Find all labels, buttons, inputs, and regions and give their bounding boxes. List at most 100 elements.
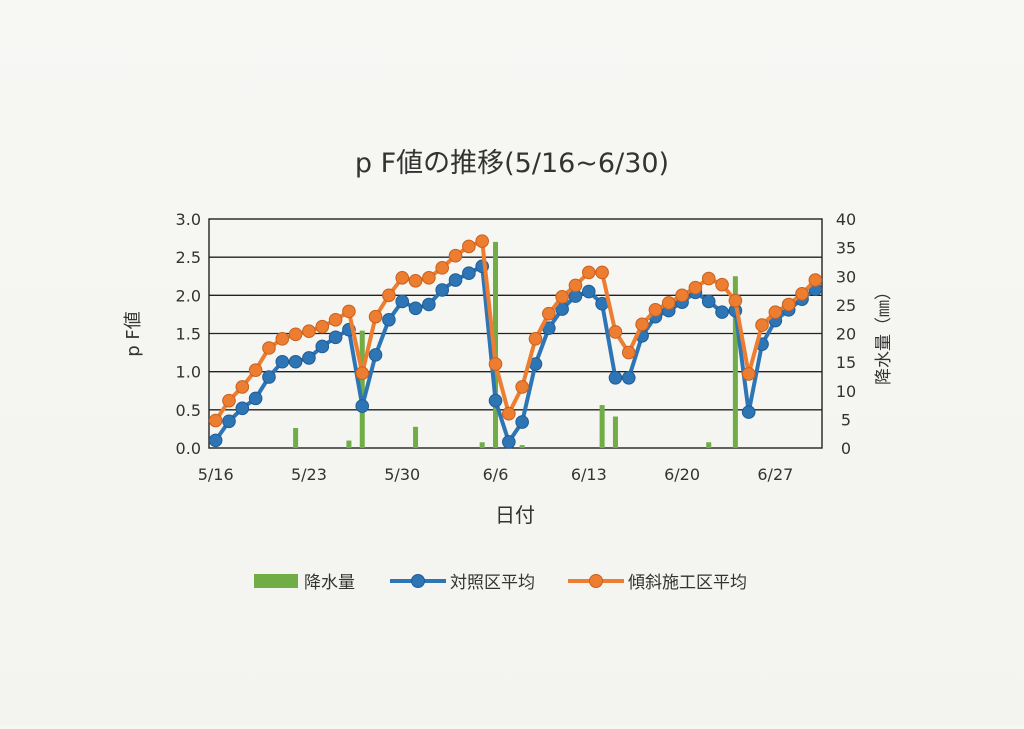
y-left-tick-label: 1.5 xyxy=(176,325,201,344)
x-tick-label: 6/6 xyxy=(483,465,509,484)
data-point-slope xyxy=(795,287,809,301)
data-point-slope xyxy=(648,303,663,317)
precipitation-bar xyxy=(293,427,299,448)
data-point-control xyxy=(448,273,463,287)
y-right-tick-label: 40 xyxy=(836,210,856,229)
y-right-tick-label: 0 xyxy=(841,439,851,458)
data-point-slope xyxy=(235,380,250,394)
data-point-control xyxy=(581,284,596,299)
y-left-tick-label: 2.0 xyxy=(176,286,201,305)
precipitation-bar xyxy=(706,442,712,448)
data-point-control xyxy=(462,266,476,280)
precipitation-bar xyxy=(519,445,525,448)
data-point-slope xyxy=(768,305,783,319)
precipitation-bars xyxy=(293,241,738,448)
data-point-slope xyxy=(555,290,569,304)
precipitation-bar xyxy=(732,276,738,448)
data-point-control xyxy=(262,370,276,384)
data-point-slope xyxy=(502,406,516,421)
data-point-control xyxy=(515,415,529,429)
data-point-control xyxy=(288,354,303,369)
data-point-slope xyxy=(581,265,596,280)
x-tick-label: 5/23 xyxy=(291,465,327,484)
x-tick-label: 6/27 xyxy=(757,465,793,484)
data-point-slope xyxy=(288,327,303,342)
data-point-control xyxy=(222,414,236,429)
data-point-slope xyxy=(781,297,796,312)
x-tick-label: 6/20 xyxy=(664,465,700,484)
data-point-control xyxy=(741,405,756,419)
data-point-slope xyxy=(755,318,769,332)
data-point-control xyxy=(355,399,370,413)
data-point-control xyxy=(488,393,503,408)
y-left-tick-label: 3.0 xyxy=(176,210,201,229)
data-point-slope xyxy=(701,271,716,286)
axes: 0.0 0.5 1.0 1.5 2.0 2.5 3.0 0 5 10 15 20 25 30 35 40 5/1… xyxy=(176,210,857,484)
data-point-control xyxy=(235,401,250,416)
data-point-slope xyxy=(382,288,396,303)
y-left-tick-label: 0.5 xyxy=(176,401,201,420)
data-point-control xyxy=(275,354,290,369)
data-point-control xyxy=(621,370,636,385)
data-point-slope xyxy=(435,261,450,275)
legend-marker-control xyxy=(411,574,425,588)
data-point-control xyxy=(608,370,623,385)
data-point-slope xyxy=(515,380,529,394)
gridlines xyxy=(208,218,823,449)
data-point-slope xyxy=(355,366,370,380)
data-point-slope xyxy=(275,332,290,346)
data-point-slope xyxy=(262,341,276,355)
x-tick-label: 5/16 xyxy=(198,465,234,484)
legend-swatch-precipitation xyxy=(254,574,298,588)
data-point-slope xyxy=(222,393,236,408)
data-point-slope xyxy=(208,413,223,428)
data-point-slope xyxy=(302,324,316,339)
data-point-control xyxy=(422,297,436,312)
data-point-slope xyxy=(328,312,343,327)
data-point-slope xyxy=(808,273,823,287)
data-point-slope xyxy=(595,265,609,280)
data-point-slope xyxy=(542,306,556,321)
data-point-control xyxy=(408,301,423,316)
data-point-control xyxy=(382,312,396,327)
data-point-slope xyxy=(408,274,423,288)
data-point-slope xyxy=(315,319,330,334)
precipitation-bar xyxy=(599,405,605,448)
y-right-tick-label: 30 xyxy=(836,267,856,286)
series-line-slope xyxy=(214,239,817,422)
series-line-control xyxy=(214,264,817,444)
legend-label-precipitation: 降水量 xyxy=(304,573,355,593)
y-axis-right-label: 降水量（㎜） xyxy=(874,283,894,385)
y-right-tick-label: 25 xyxy=(836,296,856,315)
data-point-control xyxy=(715,305,729,319)
data-point-control xyxy=(701,294,716,309)
data-point-slope xyxy=(342,304,356,319)
precipitation-bar xyxy=(413,426,419,448)
data-point-slope xyxy=(448,248,463,263)
data-point-slope xyxy=(395,270,410,285)
data-point-control xyxy=(328,330,343,345)
y-left-tick-label: 2.5 xyxy=(176,248,201,267)
x-tick-label: 5/30 xyxy=(384,465,420,484)
x-tick-label: 6/13 xyxy=(571,465,607,484)
precipitation-bar xyxy=(346,440,352,448)
data-point-slope xyxy=(462,239,476,254)
data-point-slope xyxy=(715,277,729,292)
precipitation-bar xyxy=(359,330,365,448)
y-right-tick-label: 20 xyxy=(836,325,856,344)
legend: 降水量 対照区平均 傾斜施工区平均 xyxy=(254,573,747,593)
x-axis-label: 日付 xyxy=(495,503,535,527)
y-axis-left-label: p F値 xyxy=(123,311,144,357)
chart-title: p F値の推移(5/16~6/30) xyxy=(355,148,669,179)
data-point-control xyxy=(302,351,316,365)
legend-label-slope: 傾斜施工区平均 xyxy=(628,573,747,593)
y-left-tick-label: 0.0 xyxy=(176,439,201,458)
precipitation-bar xyxy=(479,442,485,448)
data-point-slope xyxy=(608,325,623,339)
data-point-slope xyxy=(568,278,583,293)
y-right-tick-label: 5 xyxy=(841,410,851,429)
precipitation-bar xyxy=(612,416,618,448)
data-point-slope xyxy=(475,234,489,248)
